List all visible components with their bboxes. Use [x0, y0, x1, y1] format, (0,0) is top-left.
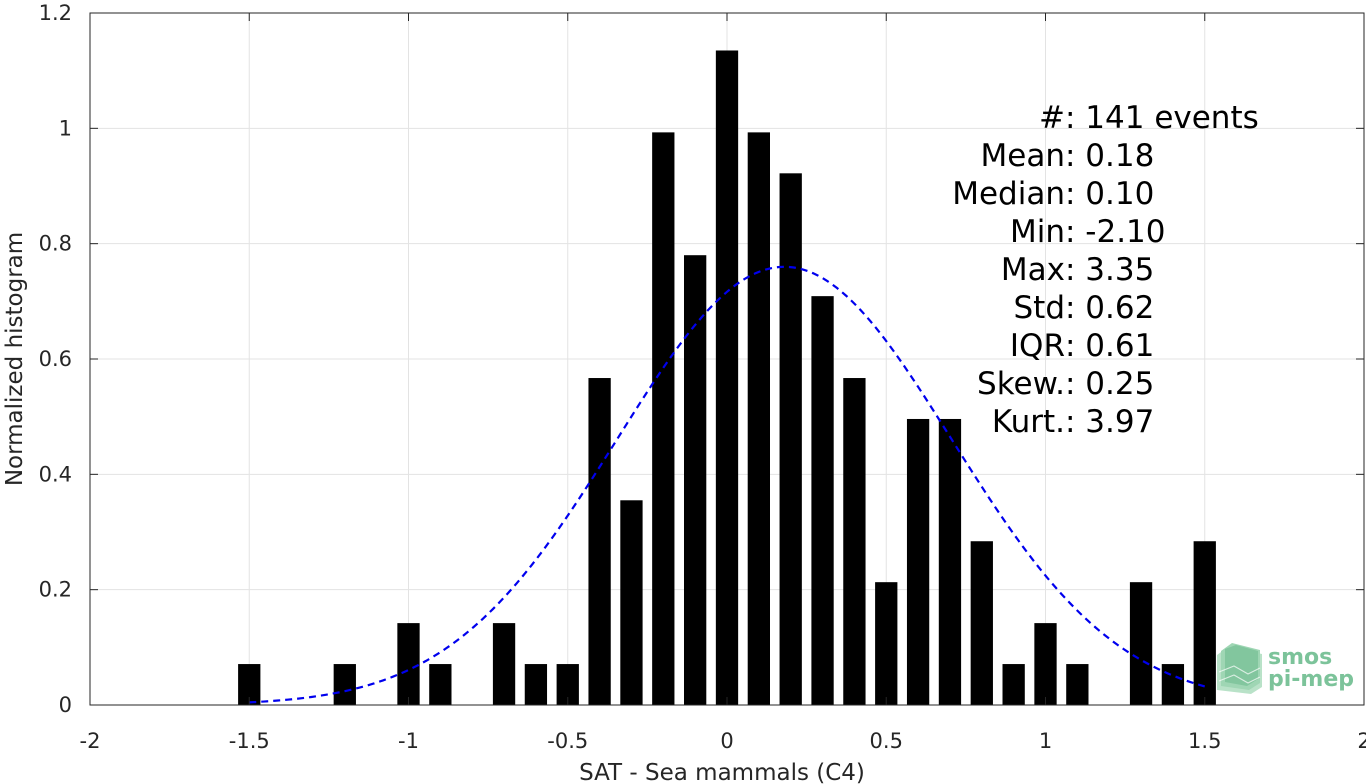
stat-label: # — [1039, 100, 1065, 136]
stat-label: IQR — [1010, 328, 1065, 364]
smos-pimep-logo: smos pi-mep — [1217, 643, 1354, 694]
x-axis-label: SAT - Sea mammals (C4) — [579, 760, 865, 784]
histogram-bar — [875, 582, 898, 705]
x-tick-labels: -2 -1.5 -1 -0.5 0 0.5 1 1.5 2 — [80, 729, 1366, 753]
stat-value: : -2.10 — [1065, 214, 1166, 250]
y-tick-label: 0 — [59, 693, 72, 717]
histogram-bar — [397, 623, 420, 705]
histogram-bar — [1002, 664, 1025, 705]
x-tick-label: -0.5 — [547, 729, 588, 753]
histogram-bar — [684, 255, 707, 705]
x-tick-label: 2 — [1357, 729, 1366, 753]
histogram-bar — [1193, 541, 1216, 705]
histogram-bar — [843, 378, 866, 705]
stat-label: Mean — [981, 138, 1065, 174]
histogram-bar — [906, 418, 930, 705]
histogram-bar — [1129, 582, 1153, 705]
y-axis-label: Normalized histogram — [2, 232, 28, 486]
x-tick-label: 0.5 — [870, 729, 903, 753]
histogram-bar — [492, 623, 516, 705]
histogram-bar — [779, 173, 802, 705]
logo-text-line2: pi-mep — [1268, 667, 1354, 692]
stat-value: : 141 events — [1065, 100, 1259, 136]
histogram-bar — [1066, 664, 1089, 705]
y-tick-labels: 0 0.2 0.4 0.6 0.8 1 1.2 — [39, 1, 72, 717]
stat-label: Min — [1010, 214, 1065, 250]
histogram-bar — [1161, 664, 1185, 705]
stat-value: : 0.25 — [1065, 366, 1154, 402]
x-tick-label: -2 — [80, 729, 101, 753]
normal-fit-curve — [249, 265, 1206, 704]
histogram-bar — [588, 378, 611, 705]
stat-value: : 0.62 — [1065, 290, 1154, 326]
x-tick-label: 1 — [1039, 729, 1052, 753]
y-tick-label: 0.6 — [39, 347, 72, 371]
axis-ticks — [89, 12, 1365, 706]
histogram-bar — [333, 664, 356, 705]
stat-label: Kurt. — [992, 404, 1065, 440]
x-tick-label: 0 — [720, 729, 733, 753]
histogram-bar — [811, 296, 834, 705]
histogram-bar — [747, 132, 770, 705]
histogram-bar — [620, 500, 643, 705]
stat-value: : 0.10 — [1065, 176, 1154, 212]
y-tick-label: 1.2 — [39, 1, 72, 25]
histogram-bar — [556, 664, 579, 705]
y-tick-label: 0.2 — [39, 578, 72, 602]
stat-value: : 0.18 — [1065, 138, 1154, 174]
histogram-bar — [970, 541, 993, 705]
y-tick-label: 0.4 — [39, 462, 72, 486]
stat-label: Median — [952, 176, 1065, 212]
logo-text-line1: smos — [1268, 645, 1332, 670]
histogram-bar — [524, 664, 548, 705]
stat-label: Skew. — [977, 366, 1065, 402]
stat-label: Max — [1001, 252, 1065, 288]
histogram-bar — [429, 664, 452, 705]
x-tick-label: -1.5 — [229, 729, 270, 753]
histogram-bar — [715, 50, 739, 705]
histogram-bars — [238, 50, 1216, 705]
x-tick-label: 1.5 — [1188, 729, 1221, 753]
stat-value: : 3.35 — [1065, 252, 1154, 288]
histogram-bar — [938, 418, 962, 705]
x-tick-label: -1 — [398, 729, 419, 753]
y-tick-label: 0.8 — [39, 232, 72, 256]
logo-mark-icon — [1217, 643, 1262, 694]
histogram-bar — [1034, 623, 1057, 705]
histogram-bar — [238, 664, 261, 705]
stat-label: Std — [1013, 290, 1065, 326]
stat-value: : 0.61 — [1065, 328, 1154, 364]
stat-value: : 3.97 — [1065, 404, 1154, 440]
y-tick-label: 1 — [59, 116, 72, 140]
histogram-bar — [652, 132, 675, 705]
